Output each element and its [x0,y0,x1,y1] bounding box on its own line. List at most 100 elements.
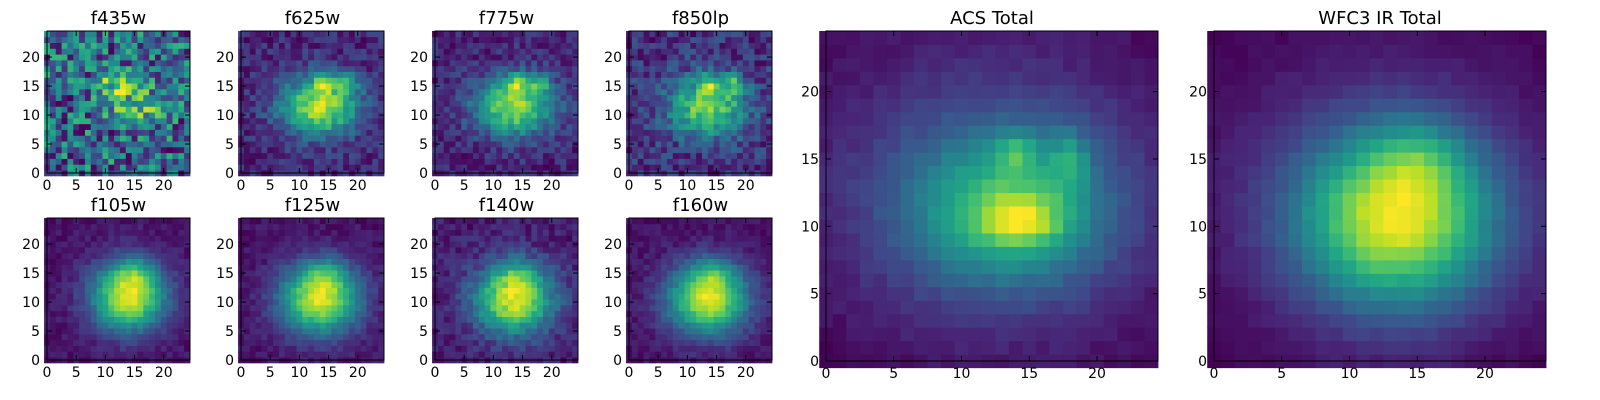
heatmap-cell [467,129,474,136]
heatmap-cell [125,71,133,78]
heatmap-cell [319,83,327,90]
heatmap-cell [472,88,480,96]
heatmap-cell [531,218,538,225]
heatmap-cell [49,152,57,159]
heatmap-cell [649,310,656,317]
heatmap-cell [542,71,550,78]
heatmap-cell [55,88,62,96]
heatmap-cell [261,235,268,242]
heatmap-cell [766,275,773,283]
heatmap-cell [572,293,579,300]
x-tick-label: 20 [349,365,367,381]
heatmap-cell [696,141,703,148]
heatmap-cell [731,31,738,38]
heatmap-cell [560,246,567,254]
heatmap-cell [666,117,674,125]
heatmap-cell [655,281,662,288]
heatmap-cell [73,158,80,165]
heatmap-cell [143,275,150,283]
heatmap-cell [513,71,521,78]
heatmap-cell [308,333,315,341]
heatmap-cell [278,164,286,171]
y-tick-label: 5 [419,324,428,340]
heatmap-cell [273,112,280,119]
heatmap-cell [284,106,292,113]
heatmap-cell [360,293,367,300]
heatmap-cell [96,275,103,283]
heatmap-cell [325,275,332,283]
heatmap-cell [325,333,332,341]
heatmap-cell [249,77,256,84]
heatmap-cell [137,223,144,230]
heatmap-cell [267,48,274,55]
heatmap-cell [90,54,98,61]
heatmap-cell [137,351,144,358]
heatmap-cell [372,100,379,107]
heatmap-cell [472,65,480,72]
heatmap-cell [354,252,362,259]
heatmap-cell [736,88,744,96]
heatmap-cell [496,235,503,242]
heatmap-cell [742,48,750,55]
heatmap-cell [84,258,92,265]
heatmap-cell [79,281,86,288]
heatmap-cell [472,270,480,277]
heatmap-cell [655,287,662,294]
heatmap-cell [366,83,373,90]
heatmap-cell [143,351,150,358]
heatmap-cell [125,275,133,283]
heatmap-cell [255,235,262,242]
heatmap-cell [531,129,538,136]
heatmap-cell [125,36,133,43]
heatmap-cell [443,117,450,125]
heatmap-cell [102,351,109,358]
heatmap-cell [354,322,362,329]
heatmap-cell [449,65,456,72]
heatmap-cell [502,316,509,323]
heatmap-cell [637,164,644,171]
heatmap-cell [278,281,286,288]
heatmap-cell [713,123,720,130]
heatmap-cell [490,65,497,72]
heatmap-cell [443,158,450,165]
heatmap-cell [278,264,286,271]
heatmap-cell [61,71,68,78]
heatmap-cell [166,316,173,323]
heatmap-cell [166,293,173,300]
heatmap-cell [290,270,297,277]
heatmap-cell [643,71,650,78]
heatmap-cell [661,339,668,346]
heatmap-cell [490,252,497,259]
heatmap-cell [649,48,656,55]
heatmap-cell [79,252,86,259]
heatmap-cell [119,146,127,154]
heatmap-cell [507,77,515,84]
heatmap-cell [325,164,332,171]
heatmap-cell [154,31,162,38]
heatmap-cell [754,123,761,130]
heatmap-cell [542,270,550,277]
heatmap-cell [496,117,503,125]
heatmap-cell [55,59,62,67]
heatmap-cell [443,252,450,259]
heatmap-cell [472,229,480,236]
heatmap-cell [49,287,57,294]
heatmap-cell [631,152,639,159]
heatmap-cell [766,158,773,165]
heatmap-cell [79,235,86,242]
heatmap-cell [507,42,515,49]
heatmap-cell [678,164,685,171]
heatmap-cell [461,339,468,346]
heatmap-cell [331,275,338,283]
heatmap-cell [278,88,286,96]
heatmap-cell [484,333,491,341]
heatmap-cell [736,339,744,346]
heatmap-cell [67,218,74,225]
heatmap-cell [372,152,379,159]
heatmap-cell [255,77,262,84]
heatmap-cell [125,293,133,300]
heatmap-cell [255,100,262,107]
heatmap-cell [296,123,303,130]
heatmap-cell [496,293,503,300]
heatmap-cell [496,48,503,55]
